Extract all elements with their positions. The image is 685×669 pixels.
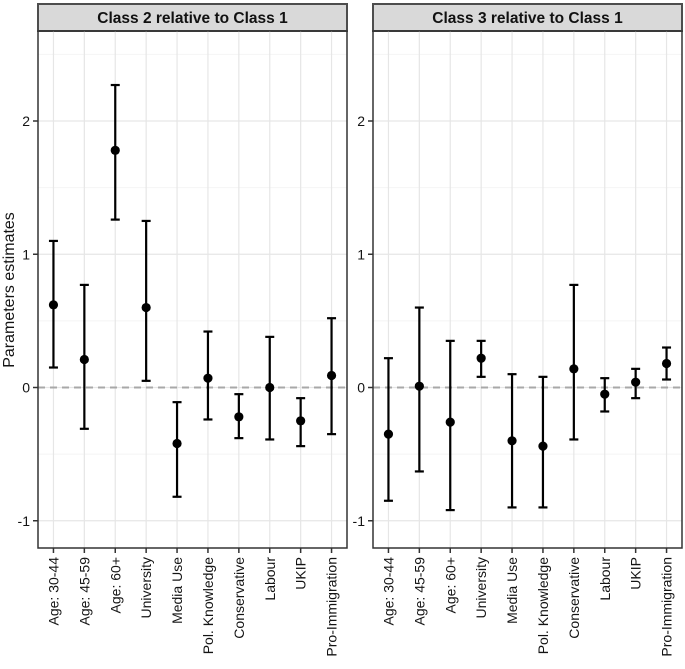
estimate-point xyxy=(631,377,641,387)
estimate-point xyxy=(48,300,59,310)
x-tick-label: Media Use xyxy=(169,557,185,624)
x-tick-label: Labour xyxy=(262,557,278,601)
facet-class2-y-axis: 2 1 0 -1 xyxy=(18,113,38,529)
x-tick-label: Age: 30-44 xyxy=(380,557,396,626)
estimate-point xyxy=(507,436,517,446)
estimate-point xyxy=(203,373,213,383)
estimate-point xyxy=(445,417,455,427)
facet-class2-x-axis: Age: 30-44 Age: 45-59 Age: 60+ University Me… xyxy=(45,548,340,657)
facet-class2-marks xyxy=(48,83,337,498)
estimate-point xyxy=(141,302,151,313)
x-tick-label: Pro-Immigration xyxy=(324,557,340,657)
facet-class3-y-axis: 2 1 0 -1 xyxy=(353,113,373,529)
x-tick-label: Age: 30-44 xyxy=(45,557,61,626)
y-tick-label: 2 xyxy=(22,113,30,129)
estimate-point xyxy=(600,389,610,399)
facet-class2: Class 2 relative to Class 1 2 1 0 -1 Age: 3… xyxy=(18,3,348,657)
estimate-point xyxy=(110,145,120,155)
x-tick-label: Age: 60+ xyxy=(107,557,123,613)
x-tick-label: Pol. Knowledge xyxy=(535,557,551,655)
facet-class3-marks xyxy=(383,283,672,512)
y-tick-label: 0 xyxy=(357,380,365,396)
estimate-point xyxy=(172,438,182,449)
x-tick-label: Age: 45-59 xyxy=(76,557,92,626)
estimate-point xyxy=(234,412,244,422)
x-tick-label: Labour xyxy=(597,557,613,601)
estimate-point xyxy=(265,382,275,393)
facet-class3-x-axis: Age: 30-44 Age: 45-59 Age: 60+ University Me… xyxy=(380,548,675,657)
x-tick-label: UKIP xyxy=(293,557,309,590)
facet-class3: Class 3 relative to Class 1 2 1 0 -1 Age: 3… xyxy=(353,3,683,657)
estimate-point xyxy=(383,429,394,439)
x-tick-label: UKIP xyxy=(628,557,644,590)
facet-header-class2-title: Class 2 relative to Class 1 xyxy=(97,10,288,27)
y-tick-label: -1 xyxy=(353,513,366,529)
y-tick-label: -1 xyxy=(18,513,31,529)
y-tick-label: 2 xyxy=(357,113,365,129)
x-tick-label: Age: 60+ xyxy=(442,557,458,613)
x-tick-label: Conservative xyxy=(231,557,247,639)
x-tick-label: Age: 45-59 xyxy=(411,557,427,626)
estimate-point xyxy=(569,364,579,374)
facet-class3-panel-border xyxy=(372,30,683,549)
x-tick-label: Conservative xyxy=(566,557,582,639)
facet-header-class3-title: Class 3 relative to Class 1 xyxy=(432,10,623,27)
estimate-point xyxy=(296,416,306,426)
estimate-point xyxy=(326,370,337,381)
estimate-point xyxy=(661,358,672,369)
x-tick-label: Pol. Knowledge xyxy=(200,557,216,655)
estimate-point xyxy=(79,354,89,365)
estimate-point xyxy=(538,441,548,451)
facet-class2-panel-border xyxy=(37,30,348,549)
y-axis-title: Parameters estimates xyxy=(1,212,18,368)
estimate-point xyxy=(476,353,486,363)
x-tick-label: University xyxy=(473,557,489,618)
estimate-point xyxy=(414,381,424,391)
y-tick-label: 1 xyxy=(357,246,365,262)
x-tick-label: University xyxy=(138,557,154,618)
y-tick-label: 1 xyxy=(22,246,30,262)
x-tick-label: Media Use xyxy=(504,557,520,624)
y-tick-label: 0 xyxy=(22,380,30,396)
x-tick-label: Pro-Immigration xyxy=(659,557,675,657)
